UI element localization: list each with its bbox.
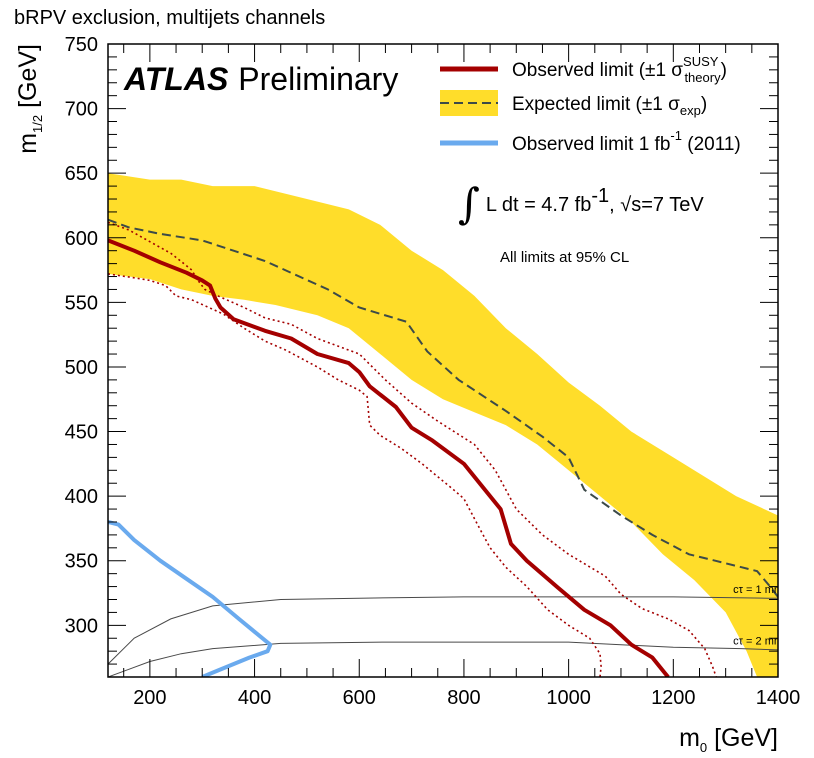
observed-limit-line [108, 238, 670, 677]
expected-limit-band [108, 173, 778, 677]
y-tick-label: 300 [65, 615, 98, 637]
y-tick-label: 400 [65, 486, 98, 508]
x-axis-title: m0 [GeV] [679, 724, 778, 755]
legend-2011-label: Observed limit 1 fb-1 (2011) [512, 128, 741, 155]
observed-limit-2011-line [108, 520, 273, 677]
observed-limit-minus-1sigma [108, 273, 602, 677]
expected-limit-line [108, 218, 778, 598]
cl-note: All limits at 95% CL [500, 249, 629, 266]
luminosity-label: ∫ L dt = 4.7 fb-1, √s=7 TeV [458, 179, 704, 228]
legend-expected-label: Expected limit (±1 σexp) [512, 94, 707, 118]
x-tick-label: 600 [343, 687, 376, 709]
axis-tick-labels: 200 400 600 800 1000 1200 1400 300 350 400 450 500 5… [65, 34, 801, 709]
x-tick-label: 400 [238, 687, 271, 709]
y-tick-label: 650 [65, 163, 98, 185]
y-tick-label: 350 [65, 551, 98, 573]
legend: Observed limit (±1 σSUSY theory) Expected… [440, 54, 741, 155]
axis-ticks [108, 43, 779, 678]
legend-observed-label: Observed limit (±1 σSUSY theory) [512, 54, 727, 85]
y-tick-label: 750 [65, 34, 98, 56]
y-tick-label: 700 [65, 99, 98, 121]
x-tick-label: 200 [133, 687, 166, 709]
x-tick-label: 1200 [651, 687, 696, 709]
ctau-1mm-label: cτ = 1 mm [733, 584, 783, 596]
chart-title: bRPV exclusion, multijets channels [14, 7, 325, 29]
y-axis-title: m1/2 [GeV] [14, 44, 45, 154]
y-tick-label: 500 [65, 357, 98, 379]
x-tick-label: 800 [447, 687, 480, 709]
y-tick-label: 600 [65, 228, 98, 250]
y-tick-label: 450 [65, 422, 98, 444]
plot-area: cτ = 1 mm cτ = 2 mm [108, 173, 783, 677]
y-tick-label: 550 [65, 292, 98, 314]
observed-limit-plus-1sigma [108, 221, 717, 677]
x-tick-label: 1000 [546, 687, 591, 709]
ctau-1mm-contour [108, 596, 778, 665]
x-tick-label: 1400 [756, 687, 801, 709]
ctau-2mm-label: cτ = 2 mm [733, 636, 783, 648]
ctau-2mm-contour [108, 641, 778, 677]
atlas-label: ATLAS Preliminary [123, 61, 398, 97]
plot-frame [107, 43, 779, 678]
